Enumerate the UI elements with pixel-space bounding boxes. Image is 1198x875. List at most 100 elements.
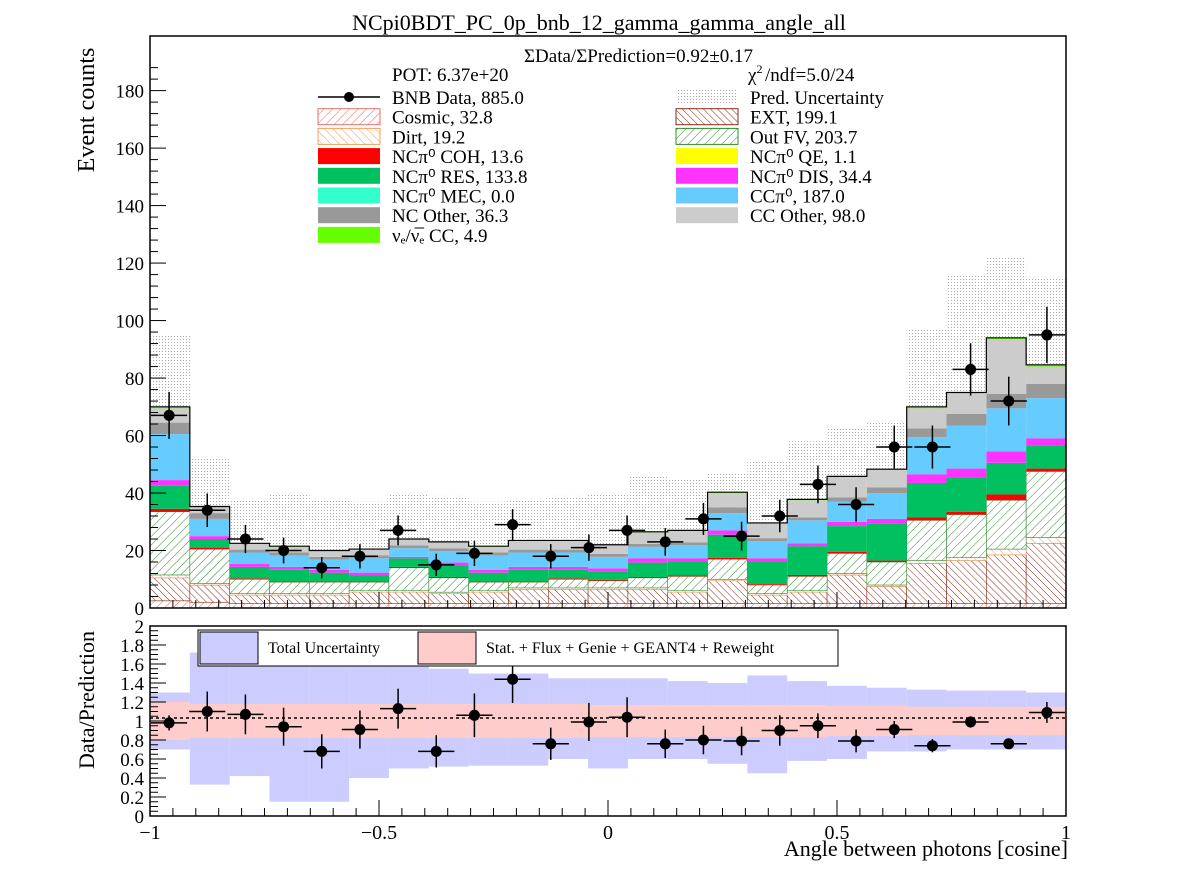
bar-segment-ncdis: [349, 572, 389, 576]
bar-segment-ncother: [827, 497, 867, 502]
ratio-point: [1028, 702, 1065, 723]
ratio-y-tick-label: 1.2: [120, 693, 144, 714]
bar-segment-nccoh: [269, 581, 310, 583]
legend-entry-ncother: NC Other, 36.3: [318, 206, 508, 227]
y-tick-label: 140: [116, 197, 145, 218]
bar-segment-nccoh: [150, 508, 190, 512]
bar-segment-ncres: [349, 575, 389, 582]
ratio-y-tick-label: 0.2: [120, 788, 144, 809]
bar-segment-outfv: [1025, 471, 1067, 538]
bar-segment-ccpi0: [986, 408, 1027, 452]
bar-segment-nccoh: [468, 581, 509, 583]
legend-label: NCπ⁰ COH, 13.6: [392, 147, 523, 168]
y-tick-label: 160: [116, 139, 145, 160]
ratio-y-tick-label: 1: [135, 712, 145, 733]
y-tick-label: 180: [116, 82, 145, 103]
bar-segment-ncres: [946, 477, 987, 512]
bar-segment-ncres: [150, 485, 190, 509]
bar-segment-ncres: [508, 569, 549, 582]
ratio-y-tick-label: 0.6: [120, 750, 144, 771]
bar-segment-ncdis: [1026, 438, 1066, 446]
legend-label: NCπ⁰ QE, 1.1: [750, 147, 857, 168]
bar-segment-ext: [986, 554, 1027, 604]
bar-segment-ext: [468, 591, 509, 604]
bar-segment-outfv: [229, 578, 270, 594]
data-point: [1028, 306, 1065, 363]
bar-segment-ncdis: [906, 474, 947, 483]
ratio-point: [685, 725, 722, 755]
bar-segment-ncdis: [388, 556, 429, 559]
chart-title: NCpi0BDT_PC_0p_bnb_12_gamma_gamma_angle_…: [352, 10, 846, 35]
y-tick-label: 100: [116, 312, 145, 333]
ratio-point: [647, 729, 684, 759]
ratio-point: [723, 726, 760, 756]
bar-segment-ncdis: [508, 566, 549, 570]
bar-segment-ccother: [707, 493, 748, 508]
bar-segment-ncother: [1026, 383, 1066, 399]
x-tick-label: 0.5: [825, 822, 850, 844]
stat-unc-band: [428, 703, 469, 739]
bar-segment-ncother: [866, 487, 907, 494]
data-point: [685, 502, 722, 535]
bar-segment-ccpi0: [309, 559, 350, 570]
total-prediction-outline: [150, 337, 1066, 552]
bar-segment-nccoh: [747, 584, 788, 586]
legend-entry-nue: νₑ/ν̅ₑ CC, 4.9: [318, 226, 488, 247]
bar-segment-nue: [1026, 364, 1066, 367]
ratio-legend-box: [197, 629, 839, 667]
bar-segment-ext: [508, 589, 549, 604]
bar-segment-ncres: [309, 572, 350, 582]
bar-segment-ncother: [229, 549, 270, 553]
bar-segment-nue: [150, 406, 190, 409]
bar-segment-ccpi0: [1026, 398, 1066, 439]
bar-segment-ncother: [747, 538, 788, 542]
bar-segment-ccpi0: [866, 493, 907, 519]
y-tick-label: 0: [135, 599, 145, 620]
bar-segment-outfv: [906, 520, 947, 561]
data-point: [609, 515, 646, 546]
legend-label: νₑ/ν̅ₑ CC, 4.9: [392, 226, 488, 247]
bar-segment-ncres: [428, 565, 469, 577]
bar-segment-ncdis: [548, 566, 589, 570]
ratio-y-tick-label: 0.8: [120, 731, 144, 752]
bar-segment-ncres: [189, 539, 230, 548]
bar-segment-ncother: [627, 543, 668, 547]
bar-segment-ncdis: [309, 569, 350, 573]
ratio-y-tick-label: 2: [135, 617, 145, 638]
bar-segment-ncdis: [787, 543, 828, 547]
main-y-axis: 0 20 40 60 80 100 120 140 160 180: [116, 67, 166, 620]
bar-segment-ncres: [269, 569, 310, 582]
stat-unc-band: [986, 706, 1027, 736]
ratio-point: [990, 738, 1027, 750]
bar-segment-ext: [269, 594, 310, 604]
bar-segment-ext: [149, 577, 191, 602]
bar-segment-ccpi0: [150, 434, 190, 481]
bar-segment-ccpi0: [428, 551, 469, 563]
bar-segment-ccpi0: [667, 545, 708, 559]
x-tick-label: 0: [603, 822, 613, 844]
bar-segment-ncother: [588, 553, 628, 557]
legend-label: Dirt, 19.2: [392, 127, 465, 148]
data-point: [380, 515, 417, 546]
bar-segment-ncdis: [189, 536, 230, 540]
bar-segment-ccother: [946, 393, 987, 414]
bar-segment-ncres: [986, 462, 1027, 495]
bar-segment-nccoh: [827, 551, 867, 554]
ratio-y-axis-label: Data/Prediction: [74, 631, 99, 769]
bar-segment-ncother: [189, 513, 230, 519]
x-tick-label: −0.5: [361, 822, 397, 844]
legend-entry-ncqe: NCπ⁰ QE, 1.1: [676, 147, 857, 168]
ratio-point: [952, 716, 989, 728]
bar-segment-outfv: [707, 558, 748, 580]
bar-segment-outfv: [149, 511, 191, 576]
bar-segment-ccother: [588, 545, 628, 554]
bar-segment-ncother: [946, 413, 987, 426]
bar-segment-ccother: [787, 500, 828, 518]
ratio-y-axis: 00.20.40.60.811.21.41.61.82: [120, 617, 166, 828]
bar-segment-ccpi0: [229, 552, 270, 565]
series-ncother: [150, 383, 1066, 560]
bar-segment-outfv: [269, 581, 310, 594]
data-point: [456, 540, 493, 566]
bar-segment-ncres: [787, 546, 828, 575]
ratio-point: [303, 734, 340, 769]
